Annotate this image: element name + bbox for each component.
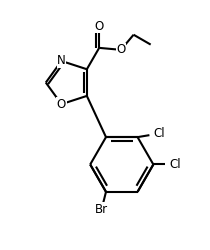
- Text: Cl: Cl: [154, 127, 165, 140]
- Text: O: O: [116, 43, 126, 56]
- Text: N: N: [57, 54, 66, 68]
- Text: Cl: Cl: [169, 158, 181, 171]
- Text: Br: Br: [94, 203, 108, 216]
- Text: O: O: [57, 98, 66, 111]
- Text: O: O: [94, 20, 104, 33]
